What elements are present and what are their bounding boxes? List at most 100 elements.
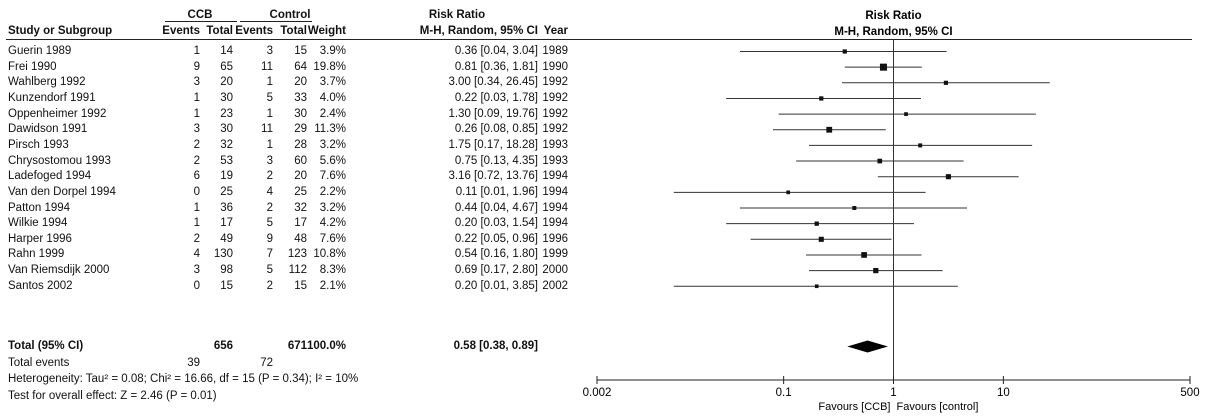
- ctrl-events: 2: [266, 201, 273, 214]
- x-tick-label: 10: [997, 387, 1010, 399]
- ctrl-total: 15: [294, 279, 307, 292]
- total-label: Total (95% CI): [8, 340, 84, 352]
- ctrl-events: 4: [266, 185, 273, 198]
- study-year: 2000: [542, 264, 568, 277]
- ccb-events: 2: [193, 232, 200, 245]
- study-risk-ratio: 0.75 [0.13, 4.35]: [454, 154, 538, 167]
- study-weight: 19.8%: [313, 60, 346, 73]
- header-ccb-events: Events: [162, 25, 200, 37]
- study-year: 2002: [542, 279, 568, 292]
- x-tick-label: 1: [890, 387, 896, 399]
- ccb-events: 3: [193, 76, 200, 89]
- study-point: [877, 158, 883, 164]
- ccb-events: 3: [193, 123, 200, 136]
- study-year: 1990: [542, 60, 568, 73]
- study-year: 1992: [542, 123, 568, 136]
- study-weight: 5.6%: [319, 154, 346, 167]
- ctrl-events: 7: [266, 248, 273, 261]
- ccb-total: 98: [220, 264, 233, 277]
- study-risk-ratio: 1.30 [0.09, 19.76]: [448, 107, 538, 120]
- study-weight: 2.2%: [319, 185, 346, 198]
- study-risk-ratio: 0.69 [0.17, 2.80]: [454, 264, 538, 277]
- study-weight: 8.3%: [319, 264, 346, 277]
- study-risk-ratio: 0.81 [0.36, 1.81]: [454, 60, 538, 73]
- ccb-events: 1: [193, 107, 200, 120]
- ccb-events: 0: [193, 185, 200, 198]
- study-weight: 2.1%: [319, 279, 346, 292]
- study-year: 1994: [542, 201, 568, 214]
- ccb-group-rule: [165, 21, 237, 22]
- control-group-rule: [240, 21, 312, 22]
- study-name: Kunzendorf 1991: [8, 91, 96, 104]
- plot-method: M-H, Random, 95% CI: [834, 26, 952, 38]
- study-year: 1992: [542, 91, 568, 104]
- ctrl-events: 9: [266, 232, 273, 245]
- ccb-total: 30: [220, 91, 233, 104]
- study-weight: 3.9%: [319, 45, 346, 57]
- ccb-total: 36: [220, 201, 233, 214]
- header-year: Year: [543, 25, 568, 37]
- study-point: [814, 284, 819, 289]
- ctrl-events: 2: [266, 279, 273, 292]
- study-name: Pirsch 1993: [8, 138, 69, 151]
- study-point: [879, 63, 887, 71]
- study-year: 1994: [542, 170, 568, 183]
- study-year: 1994: [542, 185, 568, 198]
- study-name: Oppenheimer 1992: [8, 107, 107, 120]
- ctrl-events: 1: [266, 76, 273, 89]
- total-events-ccb: 39: [187, 357, 200, 369]
- ccb-events: 1: [193, 217, 200, 230]
- study-risk-ratio: 3.16 [0.72, 13.76]: [448, 170, 538, 183]
- study-year: 1993: [542, 138, 568, 151]
- total-ccb: 656: [213, 340, 233, 352]
- study-year: 1992: [542, 107, 568, 120]
- ccb-events: 1: [193, 45, 200, 57]
- total-risk-ratio: 0.58 [0.38, 0.89]: [453, 340, 538, 352]
- study-name: Patton 1994: [8, 201, 71, 214]
- pooled-diamond: [847, 340, 888, 353]
- study-risk-ratio: 0.20 [0.03, 1.54]: [454, 217, 538, 230]
- ctrl-total: 20: [294, 76, 307, 89]
- study-point: [842, 49, 847, 54]
- study-weight: 10.8%: [313, 248, 346, 261]
- study-weight: 7.6%: [319, 170, 346, 183]
- study-name: Guerin 1989: [8, 45, 72, 57]
- study-risk-ratio: 0.20 [0.01, 3.85]: [454, 279, 538, 292]
- study-point: [945, 174, 951, 180]
- heterogeneity-text: Heterogeneity: Tau² = 0.08; Chi² = 16.66…: [8, 373, 359, 385]
- ccb-events: 0: [193, 279, 200, 292]
- header-control: Control: [269, 9, 311, 21]
- study-name: Wahlberg 1992: [8, 76, 86, 89]
- study-risk-ratio: 3.00 [0.34, 26.45]: [448, 76, 538, 89]
- study-name: Harper 1996: [8, 232, 72, 245]
- study-risk-ratio: 0.54 [0.16, 1.80]: [454, 248, 538, 261]
- study-risk-ratio: 0.22 [0.05, 0.96]: [454, 232, 538, 245]
- ccb-events: 6: [193, 170, 200, 183]
- ccb-total: 14: [220, 45, 233, 57]
- study-weight: 7.6%: [319, 232, 346, 245]
- total-events-label: Total events: [8, 357, 70, 369]
- study-name: Santos 2002: [8, 279, 73, 292]
- ccb-events: 4: [193, 248, 200, 261]
- total-weight: 100.0%: [306, 340, 346, 352]
- ctrl-events: 11: [261, 123, 273, 136]
- ctrl-total: 20: [294, 170, 307, 183]
- ctrl-total: 25: [294, 185, 307, 198]
- study-risk-ratio: 0.11 [0.01, 1.96]: [455, 185, 538, 198]
- header-weight: Weight: [307, 25, 346, 37]
- x-tick-label: 500: [1180, 387, 1199, 399]
- ctrl-events: 3: [266, 45, 273, 57]
- ccb-events: 1: [193, 91, 200, 104]
- study-name: Rahn 1999: [8, 248, 65, 261]
- ccb-total: 20: [220, 76, 233, 89]
- ctrl-total: 60: [294, 154, 307, 167]
- ccb-total: 19: [220, 170, 233, 183]
- study-point: [943, 80, 948, 85]
- ccb-total: 15: [220, 279, 233, 292]
- header-risk-ratio: Risk Ratio: [428, 9, 486, 21]
- study-name: Van den Dorpel 1994: [8, 185, 116, 198]
- study-risk-ratio: 0.22 [0.03, 1.78]: [454, 91, 538, 104]
- ctrl-events: 1: [266, 107, 273, 120]
- ctrl-total: 30: [294, 107, 307, 120]
